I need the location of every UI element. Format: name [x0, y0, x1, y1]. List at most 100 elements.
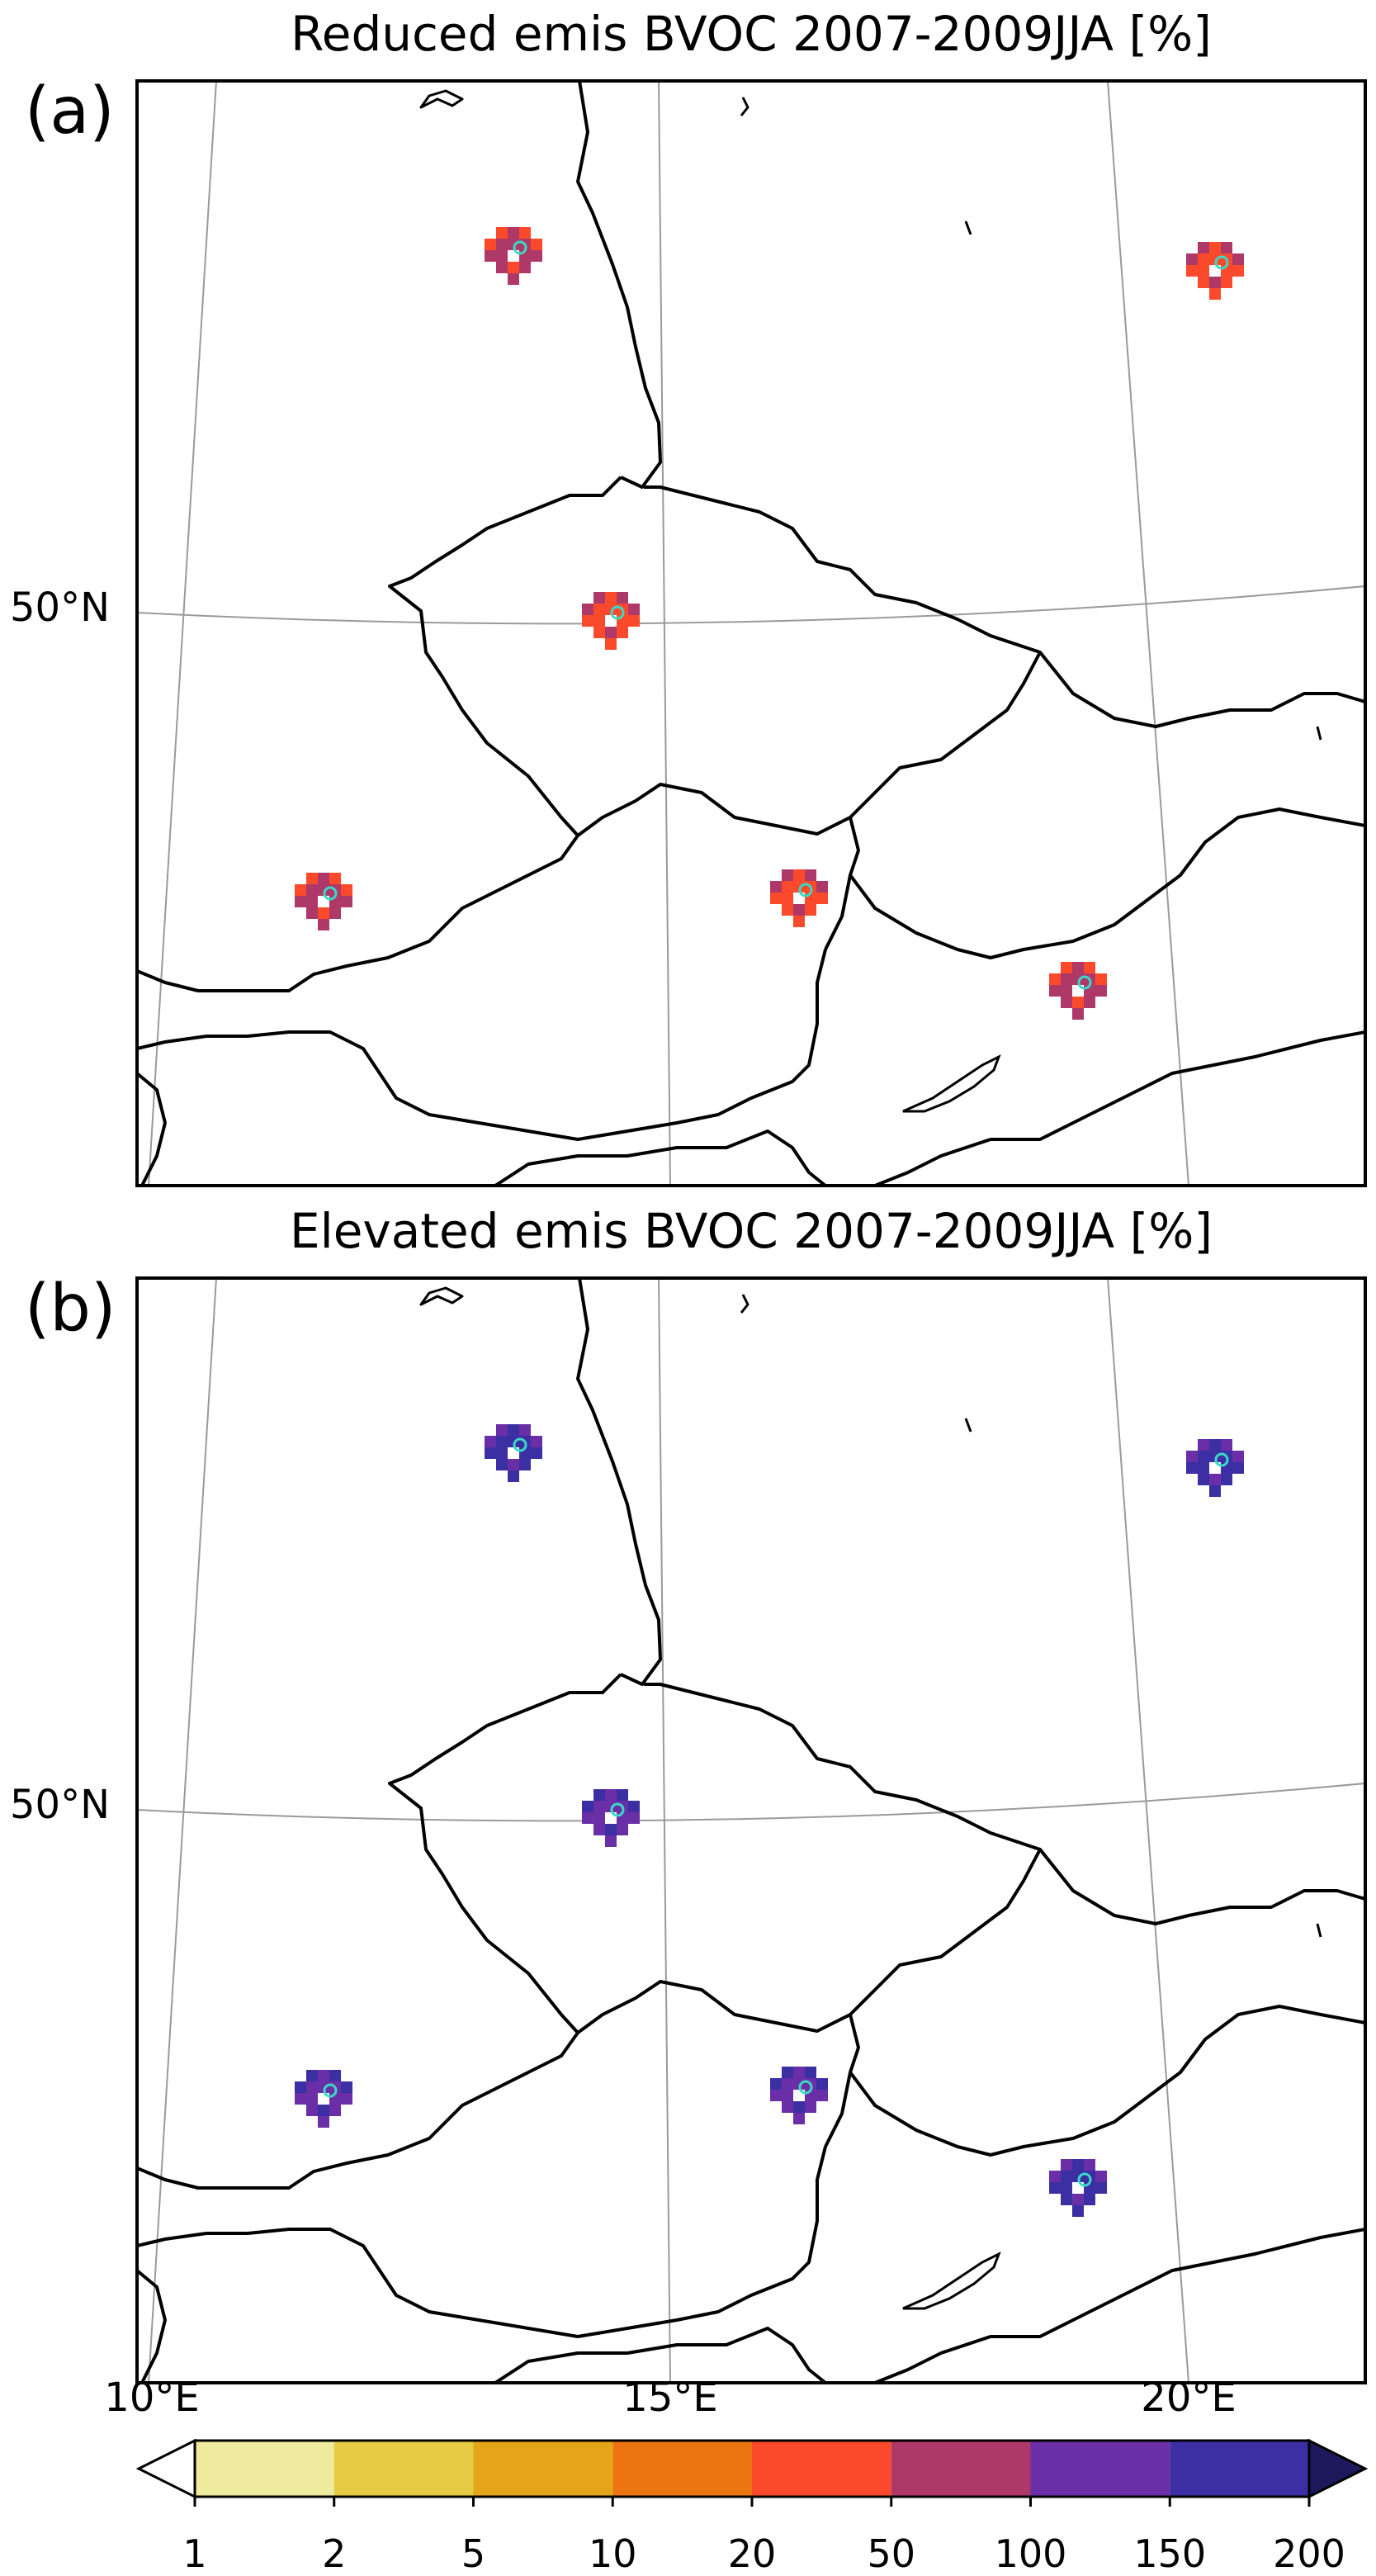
site-cell — [519, 1459, 531, 1470]
site-cell — [605, 638, 617, 650]
site-cell — [582, 615, 593, 627]
site-cell — [1186, 1462, 1198, 1474]
map-panel-b — [137, 1278, 1365, 2383]
site-cell — [617, 1824, 628, 1835]
station-marker — [513, 1437, 527, 1452]
site-cell — [306, 2070, 318, 2081]
site-cell — [1084, 2194, 1095, 2205]
site-cell — [519, 227, 531, 239]
colorbar-segment — [891, 2441, 1031, 2497]
site-cell — [1209, 288, 1221, 300]
site-cell — [782, 893, 793, 904]
colorbar-tick-label: 5 — [461, 2531, 486, 2576]
site-cell — [617, 592, 628, 604]
colorbar-tick-label: 1 — [182, 2531, 207, 2576]
site-cell — [1209, 253, 1221, 265]
site-cell — [628, 615, 640, 627]
station-marker — [610, 605, 625, 620]
site-cell — [341, 2081, 352, 2093]
site-cell — [519, 262, 531, 273]
site-cell — [816, 2090, 828, 2101]
site-cell — [1072, 2205, 1084, 2217]
site-cell — [1209, 1474, 1221, 1485]
site-cell — [496, 239, 508, 250]
colorbar-tick-label: 20 — [727, 2531, 777, 2576]
colorbar-segment — [195, 2441, 334, 2497]
site-cell — [341, 884, 352, 896]
colorbar-segment — [1170, 2441, 1309, 2497]
colorbar-segment — [1030, 2441, 1170, 2497]
site-cell — [593, 1824, 605, 1835]
station-marker — [513, 240, 527, 255]
site-cell — [1049, 2171, 1061, 2182]
site-cell — [496, 1436, 508, 1447]
site-cell — [605, 627, 617, 638]
site-cell — [508, 227, 519, 239]
site-cell — [318, 2081, 329, 2093]
site-cell — [593, 604, 605, 615]
site-cell — [593, 1812, 605, 1824]
colorbar-segment — [473, 2441, 613, 2497]
site-cell — [295, 884, 306, 896]
site-cell — [531, 250, 542, 262]
panel-a-site-cells — [295, 227, 1244, 1020]
colorbar-tick-label: 200 — [1273, 2531, 1345, 2576]
site-cell — [782, 881, 793, 893]
panel-b-site-cells — [295, 1424, 1244, 2217]
site-cell — [1209, 242, 1221, 253]
site-cell — [329, 873, 341, 884]
site-cell — [1049, 2182, 1061, 2194]
site-cell — [1209, 1451, 1221, 1462]
site-cell — [1061, 2194, 1072, 2205]
site-cell — [793, 881, 805, 893]
site-cell — [531, 1436, 542, 1447]
site-cell — [1232, 1462, 1244, 1474]
site-cell — [1095, 2171, 1107, 2182]
station-marker — [1214, 1452, 1229, 1467]
site-cell — [782, 904, 793, 916]
colorbar-tick-label: 2 — [322, 2531, 347, 2576]
colorbar-tick-label: 10 — [588, 2531, 637, 2576]
site-cell — [1095, 973, 1107, 985]
panel-a-frame — [135, 79, 1367, 1187]
site-cell — [770, 2090, 782, 2101]
site-cell — [485, 1436, 496, 1447]
site-cell — [593, 592, 605, 604]
station-marker — [323, 886, 338, 901]
site-cell — [1232, 253, 1244, 265]
site-cell — [1198, 265, 1209, 277]
site-cell — [793, 2067, 805, 2078]
colorbar-tick-label: 100 — [994, 2531, 1067, 2576]
site-cell — [593, 615, 605, 627]
colorbar-segment — [333, 2441, 474, 2497]
site-cell — [770, 881, 782, 893]
site-cell — [496, 1447, 508, 1459]
site-cell — [782, 2090, 793, 2101]
site-cell — [519, 1424, 531, 1436]
site-cell — [508, 273, 519, 285]
site-cell — [793, 916, 805, 927]
site-cell — [318, 919, 329, 930]
site-cell — [1209, 277, 1221, 288]
site-cell — [582, 604, 593, 615]
site-cell — [1072, 1008, 1084, 1020]
site-cell — [1198, 277, 1209, 288]
site-cell — [508, 239, 519, 250]
site-cell — [485, 250, 496, 262]
station-marker — [1077, 975, 1092, 990]
site-cell — [816, 893, 828, 904]
site-cell — [1061, 997, 1072, 1008]
site-cell — [329, 907, 341, 919]
station-marker — [1077, 2172, 1092, 2187]
site-cell — [593, 1789, 605, 1801]
site-cell — [295, 896, 306, 907]
site-cell — [770, 893, 782, 904]
site-cell — [1198, 1474, 1209, 1485]
site-cell — [1221, 277, 1232, 288]
site-cell — [1186, 265, 1198, 277]
site-cell — [485, 239, 496, 250]
site-cell — [508, 1436, 519, 1447]
colorbar-tick-label: 50 — [867, 2531, 916, 2576]
site-cell — [1209, 1485, 1221, 1497]
